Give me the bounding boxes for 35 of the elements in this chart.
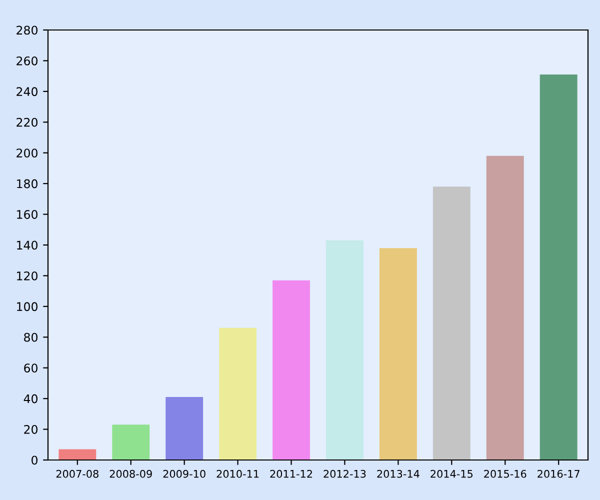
bar	[58, 449, 96, 460]
y-tick-label: 120	[17, 271, 38, 280]
y-tick-label: 0	[32, 456, 38, 465]
y-tick-label: 140	[17, 240, 38, 250]
x-tick-label: 2016-17	[538, 470, 580, 478]
y-tick-label: 260	[16, 56, 38, 66]
y-tick-label: 280	[16, 26, 38, 35]
bar	[432, 186, 470, 460]
bar	[272, 280, 310, 460]
bar	[540, 74, 578, 460]
y-tick-label: 240	[16, 87, 38, 96]
y-tick-label: 40	[24, 394, 38, 404]
y-tick-label: 220	[16, 118, 38, 127]
bar	[379, 248, 417, 460]
y-tick-label: 160	[17, 210, 38, 219]
y-tick-label: 100	[17, 302, 38, 312]
y-tick-label: 20	[24, 425, 38, 434]
x-tick-label: 2012-13	[324, 470, 366, 478]
x-tick-label: 2007-08	[56, 470, 98, 478]
x-tick-label: 2009-10	[163, 470, 206, 478]
x-tick-label: 2008-09	[110, 470, 152, 478]
bar	[219, 328, 257, 460]
y-tick-label: 80	[24, 332, 38, 342]
y-tick-label: 60	[24, 364, 38, 373]
bar	[112, 424, 150, 460]
x-tick-label: 2015-16	[484, 470, 526, 478]
x-tick-label: 2013-14	[377, 470, 420, 478]
bar	[486, 156, 524, 460]
bar	[326, 240, 364, 460]
x-tick-label: 2014-15	[430, 470, 473, 478]
y-tick-label: 200	[16, 148, 38, 158]
y-tick-label: 180	[17, 179, 38, 188]
x-tick-label: 2010-11	[216, 470, 259, 478]
x-tick-label: 2011-12	[270, 470, 312, 478]
bar	[166, 397, 204, 460]
